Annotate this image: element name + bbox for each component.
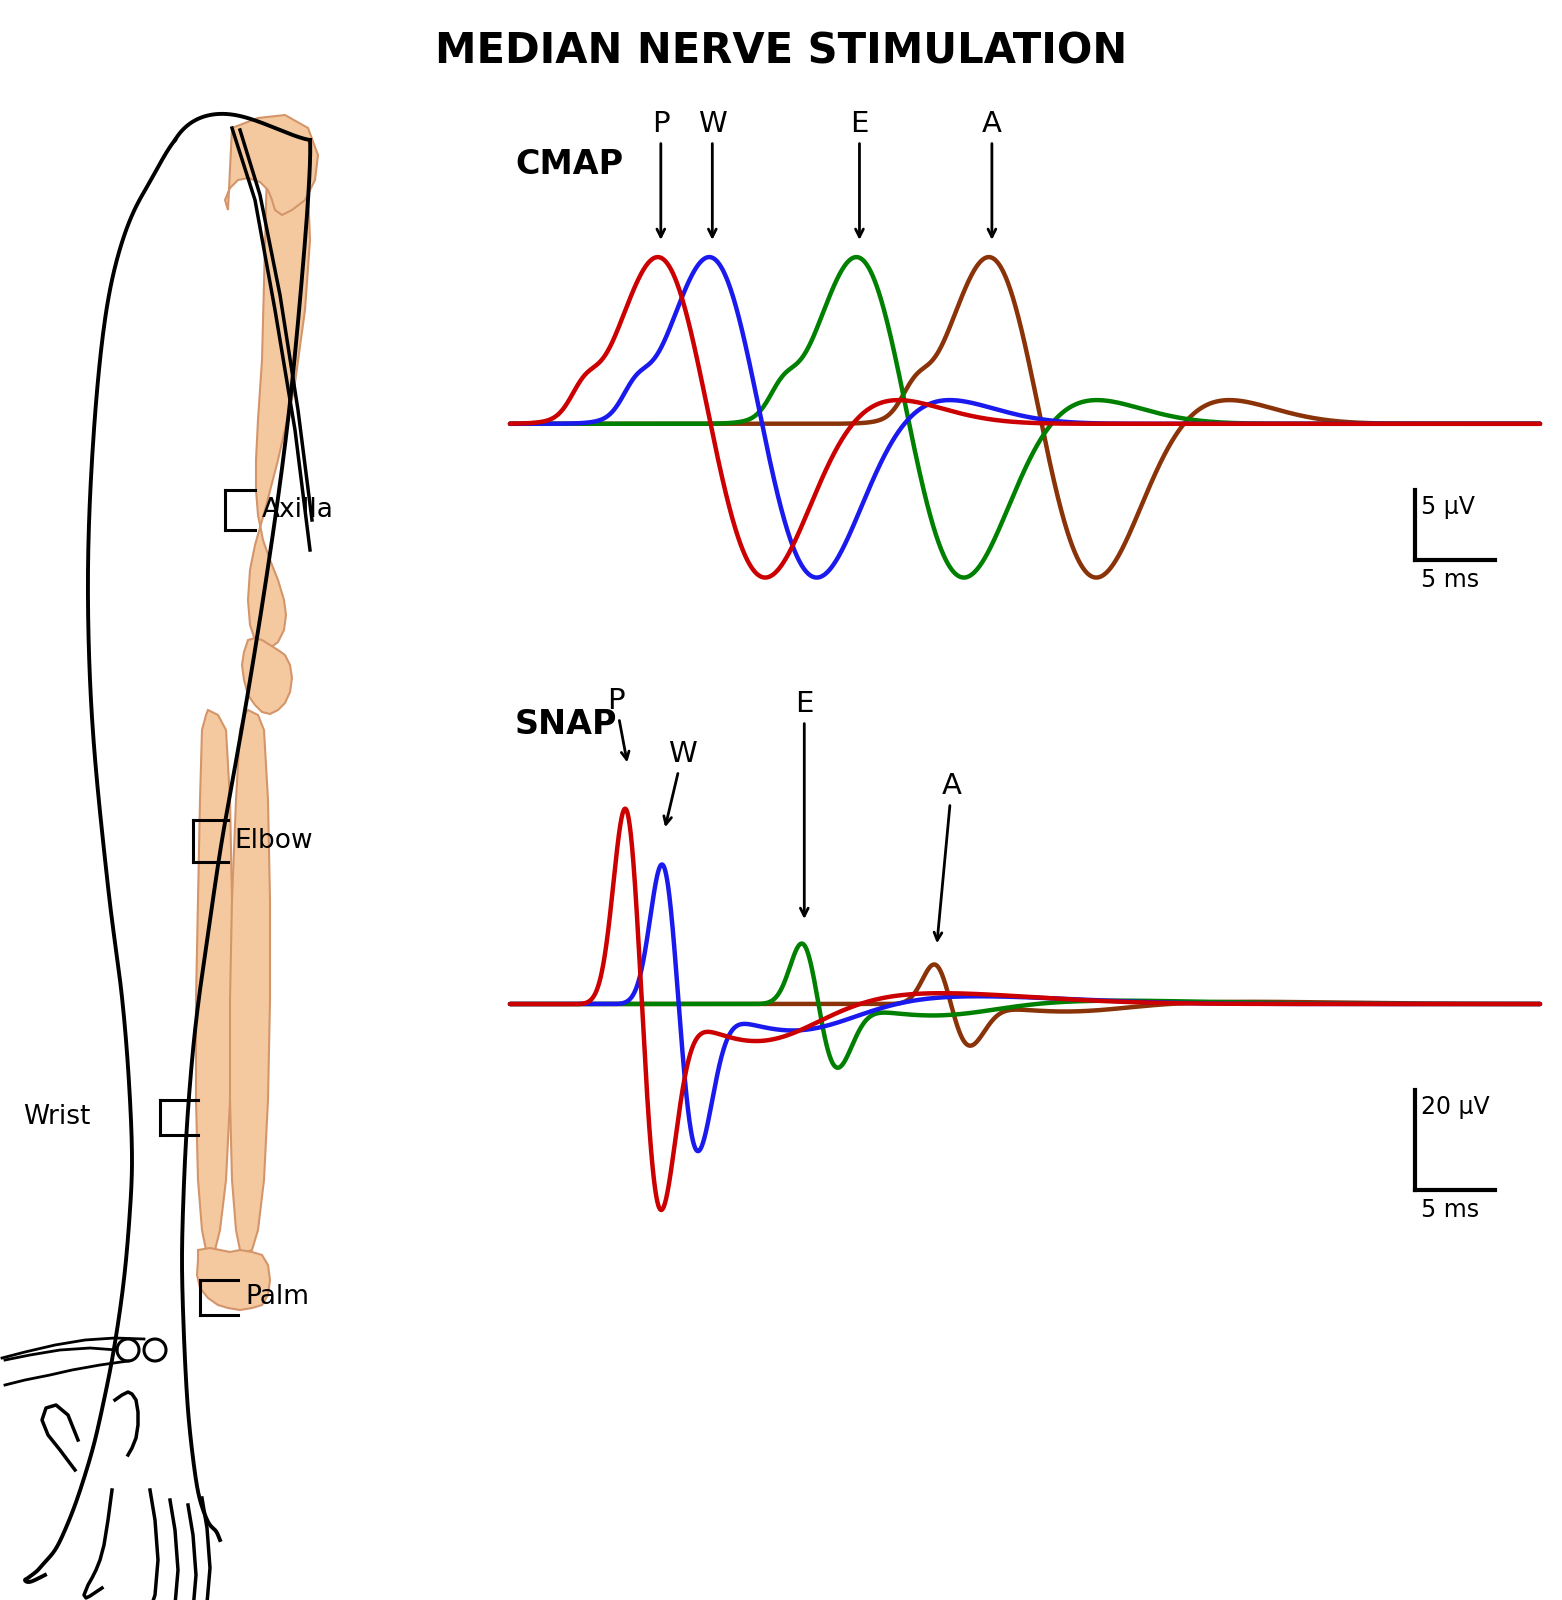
Text: Palm: Palm xyxy=(245,1283,309,1310)
Text: CMAP: CMAP xyxy=(515,149,623,181)
Polygon shape xyxy=(197,1248,270,1310)
Text: 5 ms: 5 ms xyxy=(1421,1198,1479,1222)
Text: 5 ms: 5 ms xyxy=(1421,568,1479,592)
Text: A: A xyxy=(934,773,962,941)
Text: MEDIAN NERVE STIMULATION: MEDIAN NERVE STIMULATION xyxy=(434,30,1128,74)
Text: Axilla: Axilla xyxy=(262,498,334,523)
Text: A: A xyxy=(982,110,1001,237)
Text: E: E xyxy=(795,690,814,915)
Polygon shape xyxy=(225,115,319,214)
Text: E: E xyxy=(850,110,868,237)
Text: P: P xyxy=(651,110,670,237)
Text: 20 μV: 20 μV xyxy=(1421,1094,1490,1118)
Polygon shape xyxy=(248,130,309,648)
Text: SNAP: SNAP xyxy=(515,707,617,741)
Text: Wrist: Wrist xyxy=(22,1104,91,1130)
Text: W: W xyxy=(698,110,726,237)
Polygon shape xyxy=(242,638,292,714)
Polygon shape xyxy=(195,710,233,1254)
Polygon shape xyxy=(230,710,270,1251)
Text: 5 μV: 5 μV xyxy=(1421,494,1475,518)
Text: P: P xyxy=(608,686,629,760)
Text: W: W xyxy=(664,739,697,824)
Text: Elbow: Elbow xyxy=(234,829,312,854)
